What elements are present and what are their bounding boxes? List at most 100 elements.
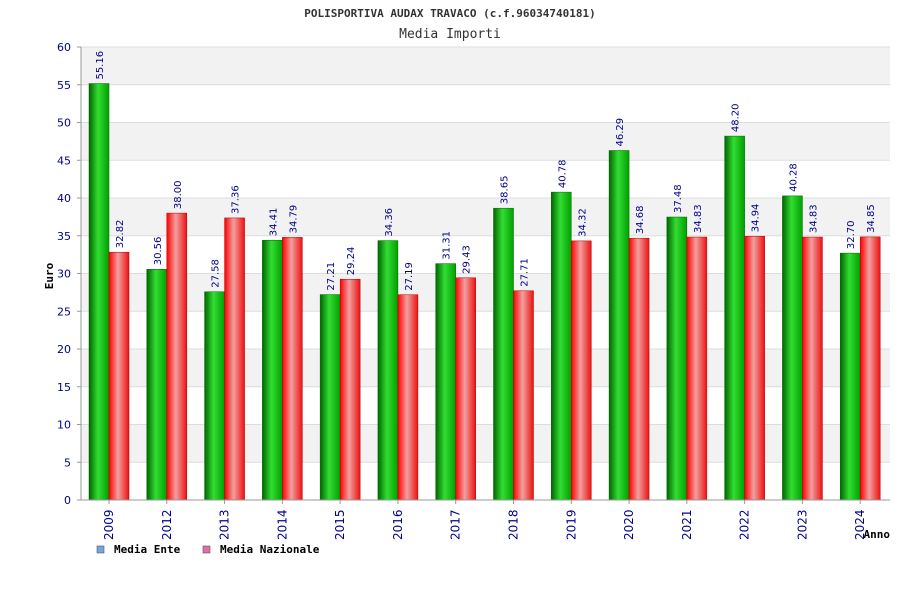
data-label: 37.36: [231, 185, 242, 214]
x-tick-label: 2018: [507, 509, 521, 540]
data-label: 34.68: [635, 206, 646, 235]
x-tick-label: 2023: [795, 509, 809, 540]
grid-band: [81, 311, 890, 349]
grid-band: [81, 198, 890, 236]
x-tick-label: 2015: [333, 509, 347, 540]
bar-media-nazionale-2009: [108, 251, 130, 501]
y-tick-label: 30: [57, 268, 71, 281]
x-tick-label: 2013: [218, 509, 232, 540]
bar-media-ente-2017: [435, 263, 456, 501]
y-tick-label: 15: [57, 381, 71, 394]
legend-label-media-ente: Media Ente: [114, 543, 181, 556]
bars: [88, 83, 881, 501]
data-label: 34.41: [268, 208, 279, 237]
y-tick-label: 35: [57, 230, 71, 243]
legend-label-media-nazionale: Media Nazionale: [220, 543, 320, 556]
grid-band: [81, 349, 890, 387]
data-label: 32.70: [846, 220, 857, 249]
legend-swatch-media-nazionale: [202, 545, 211, 554]
y-tick-label: 0: [64, 494, 71, 507]
x-tick-label: 2019: [564, 509, 578, 540]
legend-swatch-media-ente: [96, 545, 105, 554]
bar-media-ente-2022: [724, 135, 745, 501]
bar-media-nazionale-2022: [744, 235, 765, 501]
bar-media-nazionale-2016: [397, 294, 419, 501]
y-tick-label: 5: [64, 456, 71, 469]
grid-band: [81, 84, 890, 123]
y-tick-label: 45: [57, 154, 71, 167]
bar-media-ente-2020: [608, 150, 630, 501]
x-tick-label: 2020: [622, 509, 636, 540]
bar-media-ente-2013: [204, 291, 225, 501]
legend: Media Ente Media Nazionale: [96, 543, 320, 556]
bar-media-nazionale-2018: [513, 290, 534, 501]
data-label: 34.36: [384, 208, 395, 237]
bar-media-ente-2015: [319, 294, 341, 501]
x-tick-label: 2024: [853, 509, 867, 540]
x-axis-label: Anno: [864, 528, 891, 541]
bar-media-nazionale-2024: [859, 236, 881, 501]
y-tick-label: 60: [57, 41, 71, 54]
bar-media-nazionale-2023: [802, 236, 823, 501]
x-tick-label: 2017: [449, 509, 463, 540]
y-tick-label: 50: [57, 117, 71, 130]
x-tick-label: 2012: [160, 509, 174, 540]
grid-band: [81, 122, 890, 161]
data-label: 34.83: [693, 204, 704, 233]
data-label: 27.21: [326, 262, 337, 291]
data-label: 34.79: [288, 205, 299, 234]
y-tick-label: 40: [57, 192, 71, 205]
data-label: 27.19: [404, 262, 415, 291]
bar-media-ente-2024: [839, 252, 861, 501]
data-label: 34.32: [577, 208, 588, 237]
y-axis-label: Euro: [43, 262, 56, 289]
y-tick-label: 10: [57, 419, 71, 432]
data-label: 34.83: [808, 204, 819, 233]
grid-band: [81, 160, 890, 198]
data-label: 34.94: [751, 204, 762, 233]
data-label: 32.82: [115, 220, 126, 249]
x-tick-label: 2014: [275, 509, 289, 540]
data-label: 48.20: [731, 103, 742, 132]
bar-media-ente-2016: [377, 240, 399, 501]
y-tick-label: 20: [57, 343, 71, 356]
bar-media-nazionale-2014: [282, 237, 303, 501]
data-label: 27.58: [211, 259, 222, 288]
bar-media-ente-2014: [262, 239, 283, 501]
bar-media-nazionale-2013: [224, 217, 245, 501]
y-tick-label: 25: [57, 305, 71, 318]
data-label: 31.31: [442, 231, 453, 260]
bar-media-nazionale-2015: [339, 278, 361, 501]
data-label: 38.65: [500, 176, 511, 205]
bar-media-ente-2012: [146, 269, 168, 501]
y-axis-ticks: 0 5 10 15 20 25 30 35 40 45 50 55 60: [57, 41, 81, 507]
bar-media-ente-2009: [88, 83, 110, 501]
bar-media-ente-2023: [782, 195, 803, 501]
x-tick-label: 2021: [680, 509, 694, 540]
data-label: 30.56: [153, 237, 164, 266]
grid-band: [81, 235, 890, 274]
data-label: 37.48: [673, 184, 684, 213]
data-label: 40.28: [788, 163, 799, 192]
grid-band: [81, 386, 890, 425]
data-label: 40.78: [557, 159, 568, 188]
data-label: 46.29: [615, 118, 626, 147]
bar-media-ente-2019: [551, 191, 572, 501]
bar-media-nazionale-2017: [455, 277, 476, 501]
bar-media-ente-2021: [666, 216, 688, 501]
grid-band: [81, 462, 890, 500]
data-label: 29.24: [346, 247, 357, 276]
data-label: 29.43: [462, 245, 473, 274]
data-label: 38.00: [173, 180, 184, 209]
chart-title: POLISPORTIVA AUDAX TRAVACO (c.f.96034740…: [304, 7, 595, 20]
x-tick-label: 2016: [391, 509, 405, 540]
y-tick-label: 55: [57, 79, 71, 92]
chart-subtitle: Media Importi: [399, 27, 501, 42]
bar-media-nazionale-2021: [686, 236, 708, 501]
bar-media-nazionale-2019: [571, 240, 592, 501]
x-tick-label: 2022: [738, 509, 752, 540]
x-axis-ticks: 2009 2012 2013 2014 2015 2016 2017 2018 2019 2020…: [102, 500, 867, 540]
grid-band: [81, 47, 890, 85]
data-label: 27.71: [520, 258, 531, 287]
